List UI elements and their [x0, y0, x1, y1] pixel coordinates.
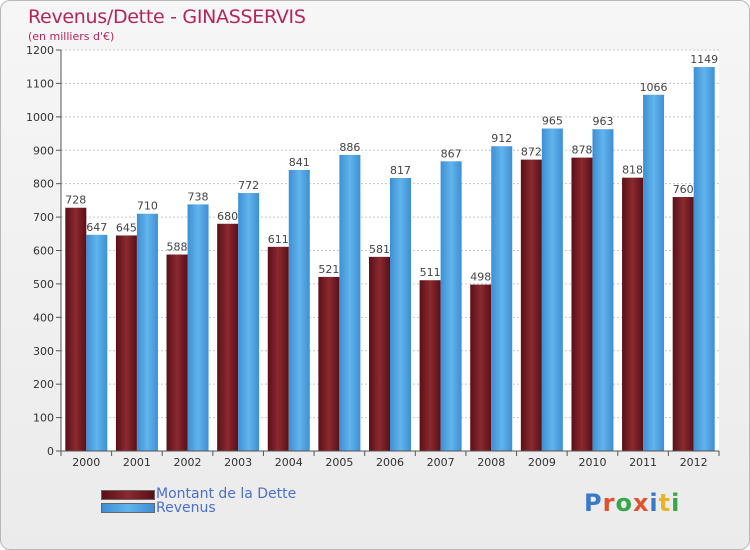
- x-tick-label: 2008: [477, 456, 505, 469]
- bar-revenus: [86, 234, 108, 451]
- x-tick-label: 2003: [224, 456, 252, 469]
- bar-revenus: [440, 161, 462, 451]
- y-tick-label: 800: [33, 178, 54, 191]
- data-label-dette: 760: [673, 183, 694, 196]
- x-tick-label: 2010: [578, 456, 606, 469]
- data-label-revenus: 963: [592, 115, 613, 128]
- data-label-revenus: 710: [137, 200, 158, 213]
- y-tick-label: 900: [33, 144, 54, 157]
- data-label-revenus: 817: [390, 164, 411, 177]
- y-tick-label: 600: [33, 245, 54, 258]
- bar-dette: [419, 280, 441, 451]
- bar-dette: [65, 207, 87, 451]
- bar-revenus: [643, 94, 665, 452]
- chart-subtitle: (en milliers d'€): [28, 30, 115, 43]
- data-label-revenus: 886: [339, 141, 360, 154]
- data-label-dette: 511: [420, 266, 441, 279]
- data-label-dette: 521: [318, 263, 339, 276]
- data-label-dette: 680: [217, 210, 238, 223]
- x-tick-label: 2005: [325, 456, 353, 469]
- bar-revenus: [238, 193, 260, 452]
- data-label-revenus: 647: [86, 221, 107, 234]
- bar-dette: [217, 223, 239, 451]
- x-tick-label: 2012: [680, 456, 708, 469]
- bar-dette: [166, 254, 188, 451]
- y-tick-label: 500: [33, 278, 54, 291]
- data-label-dette: 878: [571, 144, 592, 157]
- bar-dette: [571, 157, 593, 451]
- data-label-revenus: 912: [491, 132, 512, 145]
- x-tick-label: 2000: [72, 456, 100, 469]
- x-tick-label: 2006: [376, 456, 404, 469]
- bar-dette: [672, 197, 694, 451]
- legend-swatch-dette: [101, 490, 155, 500]
- data-label-dette: 588: [167, 241, 188, 254]
- bar-revenus: [136, 213, 158, 451]
- legend-swatch-revenus: [101, 503, 155, 513]
- x-tick-label: 2011: [629, 456, 657, 469]
- data-label-revenus: 965: [542, 115, 563, 128]
- bar-revenus: [187, 204, 209, 451]
- data-label-dette: 498: [470, 271, 491, 284]
- y-tick-label: 200: [33, 378, 54, 391]
- y-tick-label: 1000: [26, 111, 54, 124]
- x-tick-label: 2001: [123, 456, 151, 469]
- bar-dette: [470, 284, 492, 451]
- x-tick-label: 2009: [528, 456, 556, 469]
- bar-dette: [622, 177, 644, 451]
- data-label-dette: 611: [268, 233, 289, 246]
- bar-revenus: [339, 154, 361, 451]
- bar-revenus: [693, 67, 715, 451]
- data-label-dette: 728: [65, 194, 86, 207]
- bar-dette: [520, 159, 542, 451]
- y-tick-label: 0: [47, 445, 54, 458]
- y-tick-label: 300: [33, 345, 54, 358]
- x-tick-label: 2002: [174, 456, 202, 469]
- data-label-dette: 645: [116, 221, 137, 234]
- y-tick-label: 700: [33, 211, 54, 224]
- data-label-revenus: 1149: [690, 53, 718, 66]
- y-tick-label: 100: [33, 412, 54, 425]
- bar-revenus: [288, 169, 310, 452]
- x-tick-label: 2007: [427, 456, 455, 469]
- x-tick-label: 2004: [275, 456, 303, 469]
- data-label-dette: 872: [521, 146, 542, 159]
- y-tick-label: 1100: [26, 77, 54, 90]
- bar-revenus: [592, 129, 614, 451]
- bar-dette: [369, 256, 390, 451]
- data-label-revenus: 841: [289, 156, 310, 169]
- data-label-revenus: 772: [238, 179, 259, 192]
- bar-revenus: [541, 128, 563, 451]
- data-label-revenus: 738: [188, 190, 209, 203]
- bar-revenus: [390, 177, 411, 451]
- legend-label-revenus: Revenus: [156, 500, 216, 516]
- proxiti-logo: Proxiti: [584, 489, 681, 517]
- bar-dette: [318, 276, 340, 451]
- chart-title: Revenus/Dette - GINASSERVIS: [28, 6, 306, 28]
- bar-revenus: [491, 146, 513, 452]
- data-label-dette: 818: [622, 164, 643, 177]
- y-tick-label: 1200: [26, 44, 54, 57]
- legend-label-dette: Montant de la Dette: [156, 486, 297, 502]
- data-label-revenus: 1066: [640, 81, 668, 94]
- data-label-revenus: 867: [441, 147, 462, 160]
- bar-dette: [115, 235, 137, 451]
- bar-dette: [267, 246, 289, 451]
- data-label-dette: 581: [369, 243, 390, 256]
- y-tick-label: 400: [33, 311, 54, 324]
